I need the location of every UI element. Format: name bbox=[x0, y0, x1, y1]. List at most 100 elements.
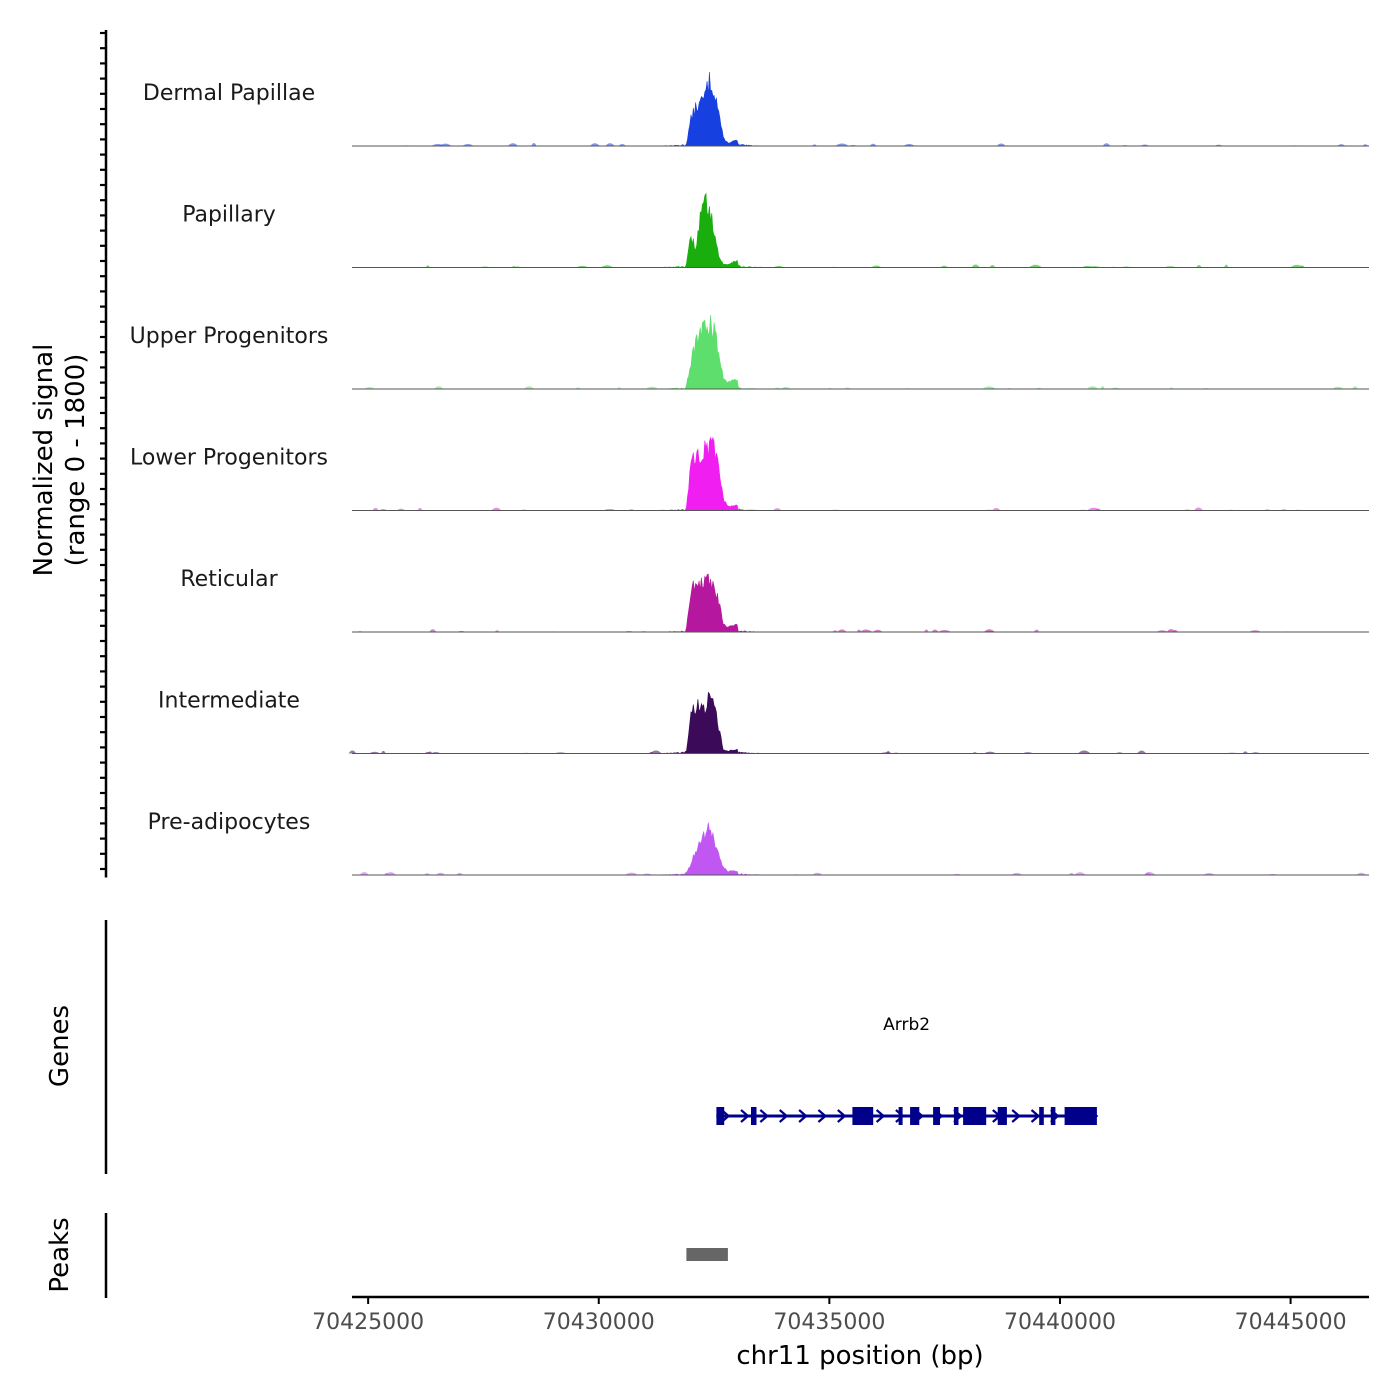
coverage-noise bbox=[381, 750, 386, 754]
coverage-noise bbox=[384, 872, 389, 875]
strand-arrow bbox=[759, 1109, 769, 1123]
coverage-track: Papillary bbox=[182, 192, 1369, 268]
gene-exon bbox=[997, 1107, 1007, 1125]
coverage-noise bbox=[456, 872, 464, 875]
coverage-track: Dermal Papillae bbox=[143, 71, 1369, 147]
y-axis: Normalized signal (range 0 - 1800) bbox=[29, 30, 108, 878]
coverage-noise bbox=[417, 507, 423, 511]
coverage-noise bbox=[462, 143, 474, 146]
coverage-track: Upper Progenitors bbox=[130, 314, 1369, 390]
coverage-noise bbox=[1193, 507, 1204, 511]
peaks-track-title: Peaks bbox=[45, 1217, 75, 1292]
strand-arrow bbox=[798, 1109, 808, 1123]
genes-track-title: Genes bbox=[45, 1005, 75, 1087]
gene-exon bbox=[953, 1107, 959, 1125]
x-tick-label: 70430000 bbox=[543, 1310, 655, 1335]
x-tick-label: 70440000 bbox=[1004, 1310, 1116, 1335]
coverage-noise bbox=[429, 629, 437, 632]
coverage-noise bbox=[871, 265, 882, 268]
strand-arrow bbox=[778, 1109, 789, 1123]
coverage-track: Pre-adipocytes bbox=[148, 810, 1369, 876]
coverage-noise bbox=[1224, 264, 1229, 268]
track-label: Pre-adipocytes bbox=[148, 810, 311, 835]
coverage-noise bbox=[780, 386, 791, 389]
coverage-noise bbox=[1144, 872, 1152, 875]
coverage-noise bbox=[1356, 872, 1367, 875]
coverage-noise bbox=[372, 507, 379, 511]
gene-exon bbox=[933, 1107, 940, 1125]
coverage-area bbox=[658, 436, 770, 512]
coverage-noise bbox=[1137, 750, 1147, 754]
y-axis-title: Normalized signal bbox=[29, 344, 59, 577]
coverage-noise bbox=[1242, 751, 1248, 754]
gene-exon bbox=[910, 1107, 920, 1125]
coverage-noise bbox=[507, 143, 518, 146]
coverage-noise bbox=[773, 508, 782, 511]
coverage-noise bbox=[1100, 386, 1105, 389]
coverage-noise bbox=[1352, 386, 1359, 389]
coverage-noise bbox=[605, 143, 615, 146]
coverage-noise bbox=[1068, 872, 1075, 875]
x-axis: chr11 position (bp) 70425000 70430000 7043… bbox=[312, 1295, 1369, 1371]
strand-arrow bbox=[740, 1109, 750, 1123]
coverage-noise bbox=[856, 629, 862, 632]
gene-exon bbox=[1050, 1107, 1056, 1125]
gene-exon bbox=[1039, 1107, 1044, 1125]
gene-exon bbox=[1064, 1107, 1097, 1125]
coverage-noise bbox=[359, 872, 369, 875]
coverage-noise bbox=[1300, 265, 1305, 268]
coverage-noise bbox=[433, 386, 444, 389]
coverage-noise bbox=[425, 265, 430, 268]
coverage-track: Intermediate bbox=[158, 689, 1369, 754]
x-axis-title: chr11 position (bp) bbox=[736, 1341, 983, 1371]
coverage-noise bbox=[992, 507, 1001, 511]
coverage-noise bbox=[869, 143, 877, 146]
track-label: Dermal Papillae bbox=[143, 81, 315, 106]
coverage-noise bbox=[1011, 872, 1023, 875]
coverage-noise bbox=[645, 386, 659, 389]
coverage-noise bbox=[1332, 386, 1344, 389]
coverage-noise bbox=[835, 143, 849, 146]
coverage-noise bbox=[971, 264, 980, 268]
peak-region bbox=[686, 1248, 728, 1261]
coverage-noise bbox=[812, 872, 823, 875]
coverage-noise bbox=[1086, 386, 1099, 389]
coverage-track: Lower Progenitors bbox=[130, 436, 1369, 512]
peak-track: Peaks bbox=[45, 1213, 728, 1298]
coverage-noise bbox=[491, 507, 502, 511]
strand-arrow bbox=[875, 1109, 886, 1123]
coverage-noise bbox=[837, 629, 847, 632]
coverage-track: Reticular bbox=[180, 567, 1369, 633]
coverage-noise bbox=[859, 629, 873, 632]
strand-arrow bbox=[895, 1109, 905, 1123]
strand-arrow bbox=[837, 1109, 847, 1123]
track-label: Reticular bbox=[180, 567, 278, 592]
coverage-area bbox=[658, 71, 770, 147]
coverage-area bbox=[658, 822, 770, 876]
coverage-area bbox=[658, 314, 770, 390]
coverage-noise bbox=[989, 265, 996, 268]
coverage-noise bbox=[996, 143, 1006, 146]
strand-arrow bbox=[817, 1109, 828, 1123]
gene-exon bbox=[716, 1107, 725, 1125]
x-tick-label: 70435000 bbox=[773, 1310, 885, 1335]
gene-exon bbox=[898, 1107, 903, 1125]
coverage-area bbox=[658, 691, 770, 754]
coverage-noise bbox=[589, 143, 600, 146]
coverage-noise bbox=[1077, 750, 1091, 754]
coverage-noise bbox=[872, 629, 883, 632]
track-label: Intermediate bbox=[158, 689, 300, 714]
coverage-area bbox=[658, 192, 770, 268]
coverage-noise bbox=[348, 750, 357, 754]
x-tick-label: 70445000 bbox=[1235, 1310, 1347, 1335]
coverage-noise bbox=[624, 872, 639, 875]
coverage-tracks: Dermal Papillae Papillary Upper Progenitor… bbox=[130, 71, 1369, 876]
x-tick-label: 70425000 bbox=[312, 1310, 424, 1335]
coverage-noise bbox=[523, 386, 535, 389]
gene-label: Arrb2 bbox=[883, 1015, 930, 1035]
track-label: Papillary bbox=[182, 203, 276, 228]
strand-arrow bbox=[1011, 1109, 1021, 1123]
coverage-noise bbox=[924, 629, 929, 632]
